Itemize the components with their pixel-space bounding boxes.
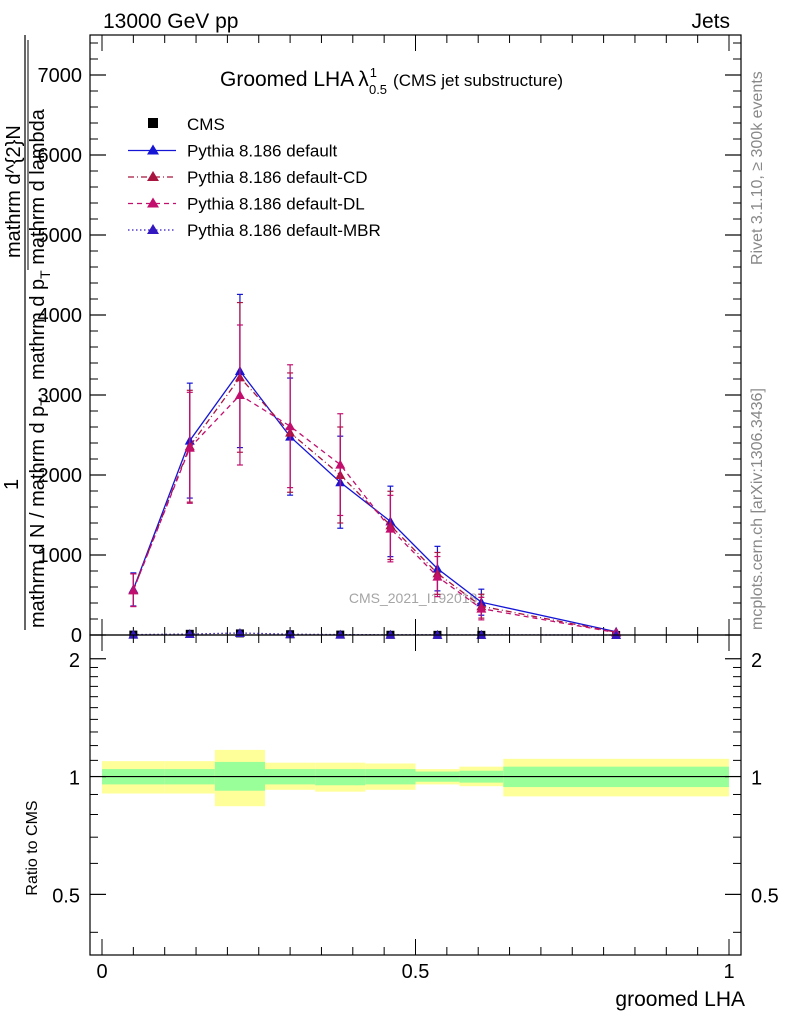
data-point-triangle — [285, 421, 296, 431]
data-point-triangle — [432, 629, 443, 639]
data-point-triangle — [285, 629, 296, 639]
series-line — [132, 394, 617, 634]
main-ylabel: 1 mathrm d^{2}N mathrm d N / mathrm d pT… — [1, 35, 53, 630]
ratio-ytick-label-right: 2 — [751, 650, 762, 672]
ratio-ylabel: Ratio to CMS — [24, 800, 41, 895]
ylabel-denominator-1: mathrm d N / mathrm d pT — [27, 397, 53, 628]
xtick-label: 0 — [96, 961, 107, 983]
legend-marker — [148, 118, 158, 128]
data-point-triangle — [335, 459, 346, 469]
xtick-label: 0.5 — [402, 961, 430, 983]
main-ytick-label: 7000 — [38, 65, 83, 87]
beam-label: 13000 GeV pp — [103, 10, 238, 33]
data-point-triangle — [234, 390, 245, 399]
legend-item: Pythia 8.186 default-CD — [128, 168, 368, 187]
xtick-label: 1 — [723, 961, 734, 983]
legend-label: Pythia 8.186 default-CD — [187, 168, 368, 187]
x-axis-ticks: 0 0.5 1 — [96, 635, 735, 983]
main-ytick-label: 0 — [71, 625, 82, 647]
main-axis-ticks: 0 1000 2000 3000 4000 5000 6000 7000 — [38, 35, 741, 647]
rivet-label: Rivet 3.1.10, ≥ 300k events — [749, 71, 766, 265]
ylabel-denominator-2: mathrm d pT mathrm d lambda — [27, 108, 53, 380]
ratio-ytick-label: 0.5 — [52, 885, 80, 907]
source-label: mcplots.cern.ch [arXiv:1306.3436] — [749, 388, 766, 630]
ratio-panel: 0.5 0.51 12 2 Ratio to CMS 0 0.5 1 groomed LH… — [24, 634, 779, 1011]
ylabel-prefactor: 1 — [1, 479, 23, 490]
main-ytick-label: 5000 — [38, 225, 83, 247]
legend-item: Pythia 8.186 default — [128, 142, 338, 161]
legend-label: CMS — [187, 115, 225, 134]
ratio-bands — [102, 749, 729, 807]
data-point-triangle — [432, 571, 443, 581]
main-ytick-label: 4000 — [38, 305, 83, 327]
ylabel-numerator: mathrm d^{2}N — [3, 125, 25, 258]
ratio-ytick-label: 2 — [69, 650, 80, 672]
main-ytick-label: 3000 — [38, 385, 83, 407]
data-point-triangle — [184, 629, 195, 639]
ratio-ytick-label-right: 1 — [751, 768, 762, 790]
data-point-triangle — [385, 523, 396, 533]
category-label: Jets — [691, 10, 730, 33]
ratio-inner-band — [315, 769, 366, 786]
data-point-triangle — [335, 629, 346, 639]
ratio-ytick-label: 1 — [69, 768, 80, 790]
legend-marker — [147, 224, 159, 234]
data-point-triangle — [476, 603, 487, 613]
legend-marker — [147, 144, 159, 155]
data-point-triangle — [385, 629, 396, 639]
data-point-triangle — [128, 629, 139, 639]
data-point-triangle — [476, 629, 487, 639]
watermark: CMS_2021_I1920187 — [349, 590, 485, 606]
legend-label: Pythia 8.186 default-MBR — [187, 221, 381, 240]
plot-title: Groomed LHA λ1 0.5 (CMS jet substructure) — [220, 65, 563, 97]
main-ytick-label: 6000 — [38, 145, 83, 167]
legend-marker — [147, 171, 159, 181]
main-panel: CMS_2021_I1920187 0 1000 2000 3000 4000 5000 6… — [1, 34, 742, 647]
legend-item: Pythia 8.186 default-MBR — [128, 221, 381, 240]
main-ytick-label: 1000 — [38, 545, 83, 567]
legend-label: Pythia 8.186 default — [187, 142, 338, 161]
legend: CMS Pythia 8.186 default Pythia 8.186 defa… — [128, 115, 381, 240]
main-ytick-label: 2000 — [38, 465, 83, 487]
legend-item: CMS — [148, 115, 225, 134]
data-point-triangle — [128, 585, 139, 595]
main-series — [128, 293, 622, 639]
legend-label: Pythia 8.186 default-DL — [187, 195, 365, 214]
x-axis-label: groomed LHA — [615, 988, 745, 1011]
legend-marker — [147, 197, 159, 208]
ratio-axis-ticks: 0.5 0.5 1 1 2 2 — [52, 650, 779, 933]
legend-item: Pythia 8.186 default-DL — [128, 195, 365, 214]
data-point-triangle — [184, 442, 195, 452]
ratio-ytick-label-right: 0.5 — [751, 885, 779, 907]
